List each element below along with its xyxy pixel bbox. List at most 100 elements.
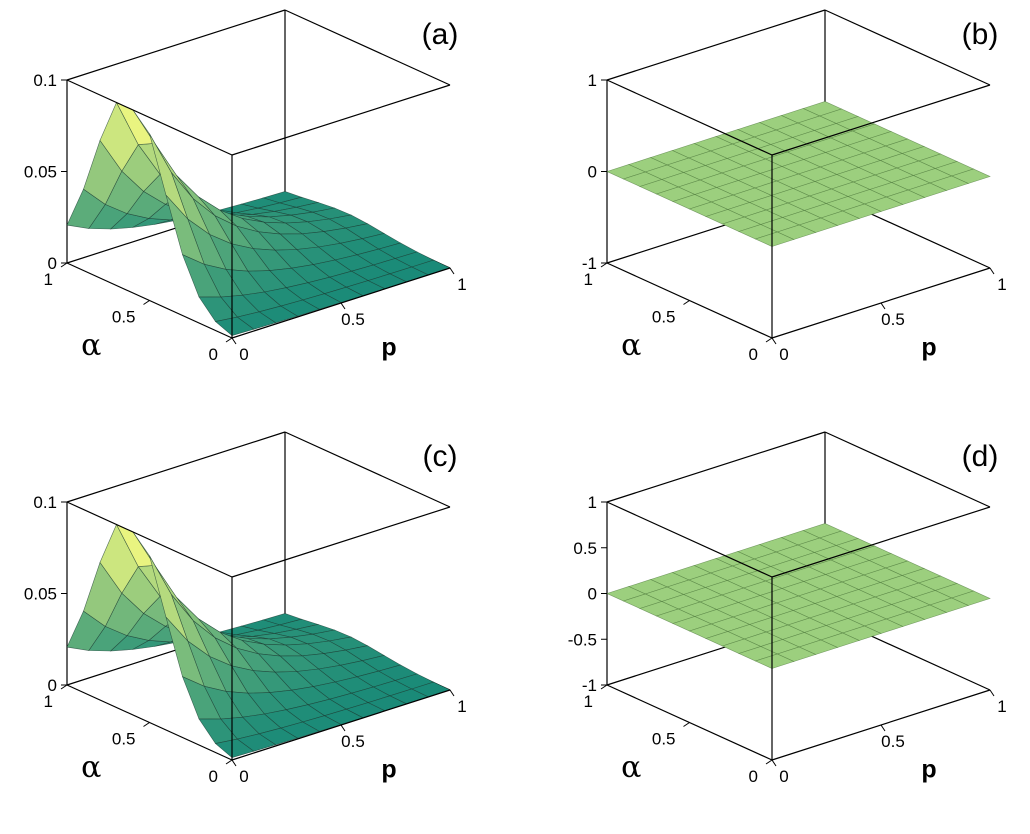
z-tick-label: 0	[588, 163, 597, 182]
p-tick-label: 0.5	[341, 732, 365, 751]
p-tick-label: 0	[779, 767, 788, 786]
box-edge-top-right	[284, 431, 451, 508]
alpha-tick-mark	[683, 300, 690, 305]
box-edge-top-back	[66, 9, 286, 81]
surface-cell	[214, 738, 255, 758]
alpha-tick-mark	[225, 337, 233, 343]
panel-d-group: -1 -0.5 0 0.5 1 0 0.5 1 0 0.5 1 p α (d)	[568, 431, 1007, 786]
z-tick-label: 1	[588, 71, 597, 90]
alpha-tick-label: 1	[44, 270, 53, 289]
alpha-axis-label: α	[621, 750, 641, 785]
z-tick-label: -1	[582, 254, 597, 273]
p-tick-mark	[231, 337, 237, 345]
z-tick-label: 0	[48, 254, 57, 273]
alpha-axis-label: α	[621, 328, 641, 363]
alpha-tick-mark	[225, 759, 233, 765]
box-edge-top-back	[66, 431, 286, 503]
z-tick-label: -1	[582, 676, 597, 695]
z-tick-label: 1	[588, 493, 597, 512]
panel-label: (c)	[423, 440, 458, 473]
surface-cell	[754, 231, 795, 247]
p-tick-mark	[989, 267, 995, 275]
box-edge-top-right	[824, 9, 991, 86]
alpha-tick-label: 0	[209, 345, 218, 364]
alpha-tick-label: 1	[584, 692, 593, 711]
alpha-axis-label: α	[81, 750, 101, 785]
p-tick-label: 1	[457, 697, 466, 716]
box-edge-top-left	[66, 501, 233, 578]
p-tick-label: 0	[239, 767, 248, 786]
box-edge-top-back	[606, 431, 826, 503]
p-tick-label: 1	[997, 697, 1006, 716]
alpha-axis-label: α	[81, 328, 101, 363]
z-tick-label: 0.05	[24, 585, 57, 604]
alpha-tick-label: 0	[749, 345, 758, 364]
p-axis-label: p	[381, 334, 396, 362]
p-tick-label: 1	[997, 275, 1006, 294]
box-edge-top-right	[824, 431, 991, 508]
alpha-tick-mark	[60, 262, 68, 268]
p-tick-label: 0	[239, 345, 248, 364]
surface-cell	[754, 653, 795, 669]
box-edge-top-front	[231, 506, 451, 578]
alpha-tick-label: 0.5	[112, 730, 136, 749]
box-edge-top-left	[606, 79, 773, 156]
p-tick-label: 1	[457, 275, 466, 294]
alpha-tick-mark	[765, 337, 773, 343]
p-tick-mark	[771, 337, 777, 345]
panel-b-group: -1 0 1 0 0.5 1 0 0.5 1 p α (b)	[582, 9, 1007, 364]
alpha-tick-mark	[143, 722, 150, 727]
alpha-tick-mark	[600, 684, 608, 690]
panel-label: (a)	[422, 18, 459, 51]
p-tick-label: 0	[779, 345, 788, 364]
alpha-tick-mark	[60, 684, 68, 690]
box-edge-top-front	[771, 506, 991, 578]
box-edge-top-left	[606, 501, 773, 578]
alpha-tick-mark	[143, 300, 150, 305]
p-tick-mark	[771, 759, 777, 767]
p-tick-mark	[880, 302, 886, 310]
z-tick-label: 0.1	[33, 493, 57, 512]
alpha-tick-mark	[600, 262, 608, 268]
p-tick-label: 0.5	[881, 732, 905, 751]
z-tick-label: 0.5	[573, 539, 597, 558]
box-edge-top-right	[284, 9, 451, 86]
surface-cell	[214, 316, 255, 336]
p-tick-mark	[340, 724, 346, 732]
z-tick-label: 0	[48, 676, 57, 695]
box-edge-top-back	[606, 9, 826, 81]
alpha-tick-mark	[683, 722, 690, 727]
box-edge-top-front	[771, 84, 991, 156]
p-axis-label: p	[921, 334, 936, 362]
alpha-tick-label: 0	[749, 767, 758, 786]
p-tick-label: 0.5	[881, 310, 905, 329]
p-tick-mark	[880, 724, 886, 732]
box-edge-top-left	[66, 79, 233, 156]
p-tick-mark	[449, 689, 455, 697]
p-tick-mark	[449, 267, 455, 275]
p-axis-label: p	[921, 756, 936, 784]
alpha-tick-label: 1	[584, 270, 593, 289]
panel-label: (d)	[962, 440, 999, 473]
alpha-tick-label: 0.5	[652, 730, 676, 749]
z-tick-label: 0.1	[33, 71, 57, 90]
alpha-tick-mark	[765, 759, 773, 765]
z-tick-label: 0.05	[24, 163, 57, 182]
p-axis-label: p	[381, 756, 396, 784]
p-tick-mark	[340, 302, 346, 310]
alpha-tick-label: 1	[44, 692, 53, 711]
p-tick-label: 0.5	[341, 310, 365, 329]
alpha-tick-label: 0.5	[652, 308, 676, 327]
panel-label: (b)	[962, 18, 999, 51]
p-tick-mark	[231, 759, 237, 767]
z-tick-label: 0	[588, 585, 597, 604]
p-tick-mark	[989, 689, 995, 697]
alpha-tick-label: 0.5	[112, 308, 136, 327]
z-tick-label: -0.5	[568, 630, 597, 649]
box-edge-top-front	[231, 84, 451, 156]
alpha-tick-label: 0	[209, 767, 218, 786]
